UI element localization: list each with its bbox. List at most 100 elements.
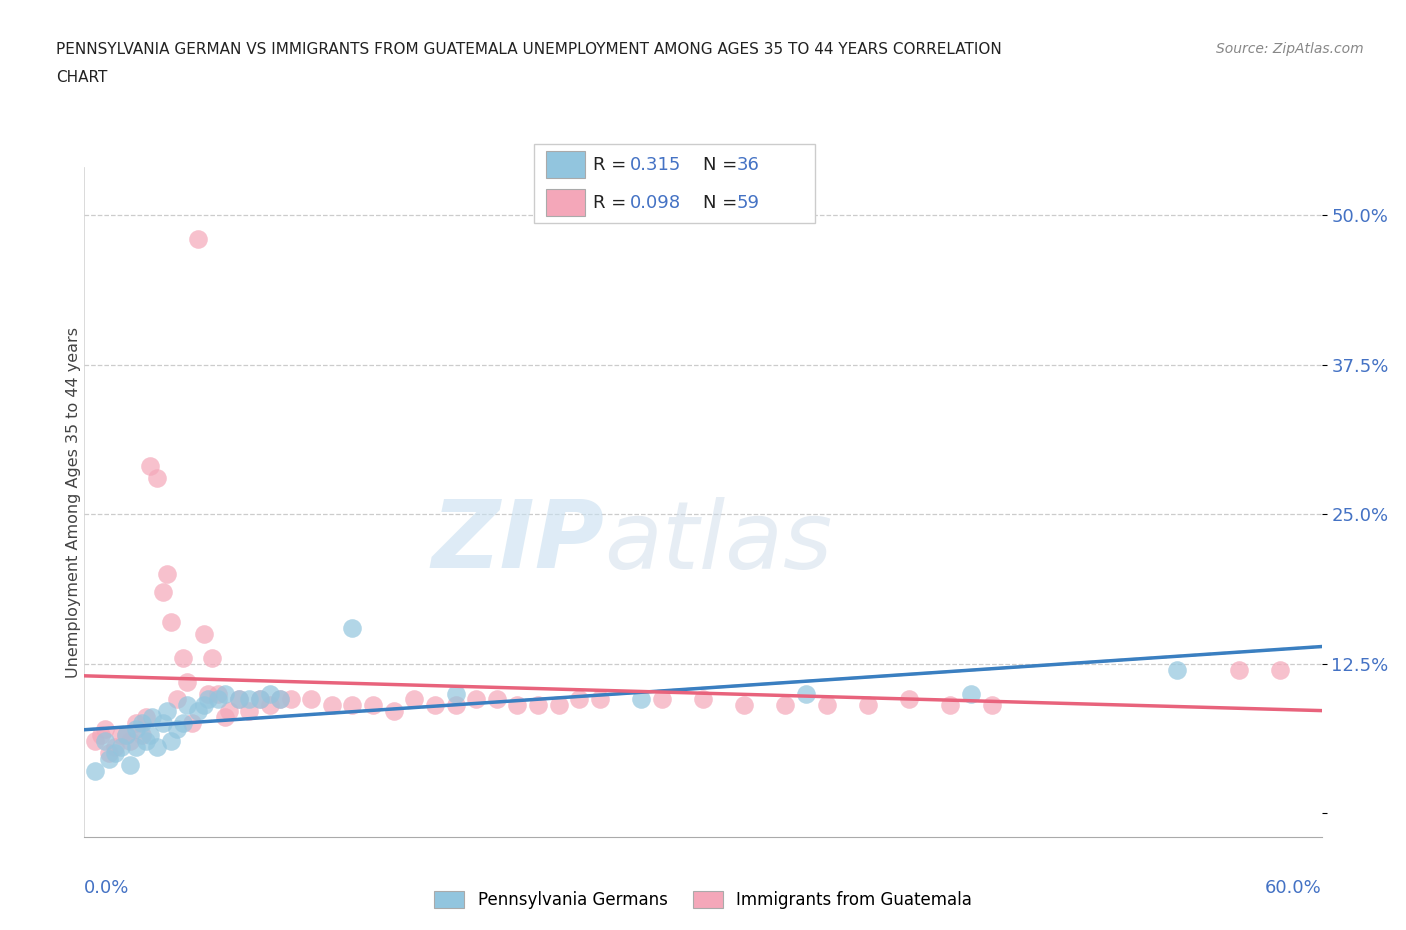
Text: atlas: atlas <box>605 497 832 588</box>
Y-axis label: Unemployment Among Ages 35 to 44 years: Unemployment Among Ages 35 to 44 years <box>66 326 80 678</box>
Point <box>939 698 962 713</box>
Point <box>382 704 405 719</box>
Point <box>193 626 215 641</box>
Point <box>160 734 183 749</box>
Point <box>135 734 157 749</box>
Point <box>423 698 446 713</box>
Point <box>249 692 271 707</box>
FancyBboxPatch shape <box>546 152 585 179</box>
Point <box>180 716 202 731</box>
Text: N =: N = <box>703 155 737 174</box>
Point <box>207 692 229 707</box>
Point <box>131 728 153 743</box>
Point <box>898 692 921 707</box>
Text: 0.0%: 0.0% <box>84 879 129 897</box>
Point <box>83 764 105 778</box>
Point <box>856 698 879 713</box>
Point <box>1166 662 1188 677</box>
Point <box>197 686 219 701</box>
Point <box>228 692 250 707</box>
Point <box>145 471 167 485</box>
Text: PENNSYLVANIA GERMAN VS IMMIGRANTS FROM GUATEMALA UNEMPLOYMENT AMONG AGES 35 TO 4: PENNSYLVANIA GERMAN VS IMMIGRANTS FROM G… <box>56 42 1002 57</box>
Point <box>815 698 838 713</box>
Point <box>145 740 167 755</box>
Text: CHART: CHART <box>56 70 108 85</box>
Point <box>259 686 281 701</box>
Point <box>960 686 983 701</box>
Point <box>152 716 174 731</box>
Point <box>444 686 467 701</box>
Point <box>465 692 488 707</box>
Legend: Pennsylvania Germans, Immigrants from Guatemala: Pennsylvania Germans, Immigrants from Gu… <box>427 884 979 916</box>
Point <box>135 710 157 724</box>
Text: N =: N = <box>703 193 737 212</box>
FancyBboxPatch shape <box>546 189 585 216</box>
Point <box>131 716 153 731</box>
Text: R =: R = <box>593 155 627 174</box>
Point <box>110 728 132 743</box>
Point <box>187 232 209 246</box>
Point <box>141 710 163 724</box>
Point <box>228 692 250 707</box>
Point <box>547 698 569 713</box>
Point <box>794 686 817 701</box>
Point <box>775 698 797 713</box>
Point <box>568 692 591 707</box>
Point <box>259 698 281 713</box>
Point <box>98 751 121 766</box>
Point <box>176 698 198 713</box>
Text: 60.0%: 60.0% <box>1265 879 1322 897</box>
Point <box>299 692 322 707</box>
Point <box>187 704 209 719</box>
Point <box>361 698 384 713</box>
Text: ZIP: ZIP <box>432 497 605 589</box>
FancyBboxPatch shape <box>534 144 815 223</box>
Point <box>172 650 194 665</box>
Text: 36: 36 <box>737 155 759 174</box>
Point <box>1227 662 1250 677</box>
Point <box>692 692 714 707</box>
Point <box>201 650 224 665</box>
Point <box>90 728 112 743</box>
Point <box>269 692 291 707</box>
Text: 0.315: 0.315 <box>630 155 682 174</box>
Point <box>104 740 127 755</box>
Point <box>733 698 755 713</box>
Point <box>118 758 141 773</box>
Point <box>139 728 162 743</box>
Point <box>156 704 179 719</box>
Point <box>527 698 550 713</box>
Point <box>176 674 198 689</box>
Point <box>94 734 117 749</box>
Point <box>1270 662 1292 677</box>
Point <box>114 728 136 743</box>
Point <box>630 692 652 707</box>
Point <box>104 746 127 761</box>
Point <box>238 692 260 707</box>
Point <box>152 584 174 599</box>
Point <box>651 692 673 707</box>
Point <box>166 722 188 737</box>
Text: R =: R = <box>593 193 627 212</box>
Point <box>125 740 148 755</box>
Point <box>156 566 179 581</box>
Point <box>125 722 148 737</box>
Point <box>214 686 236 701</box>
Point <box>342 698 364 713</box>
Point <box>114 728 136 743</box>
Point <box>506 698 529 713</box>
Point <box>83 734 105 749</box>
Point <box>342 620 364 635</box>
Point <box>166 692 188 707</box>
Point <box>118 734 141 749</box>
Point <box>589 692 612 707</box>
Point <box>197 692 219 707</box>
Point <box>125 716 148 731</box>
Point <box>485 692 508 707</box>
Point <box>110 740 132 755</box>
Point <box>160 615 183 630</box>
Point <box>269 692 291 707</box>
Point <box>172 716 194 731</box>
Point <box>444 698 467 713</box>
Point <box>214 710 236 724</box>
